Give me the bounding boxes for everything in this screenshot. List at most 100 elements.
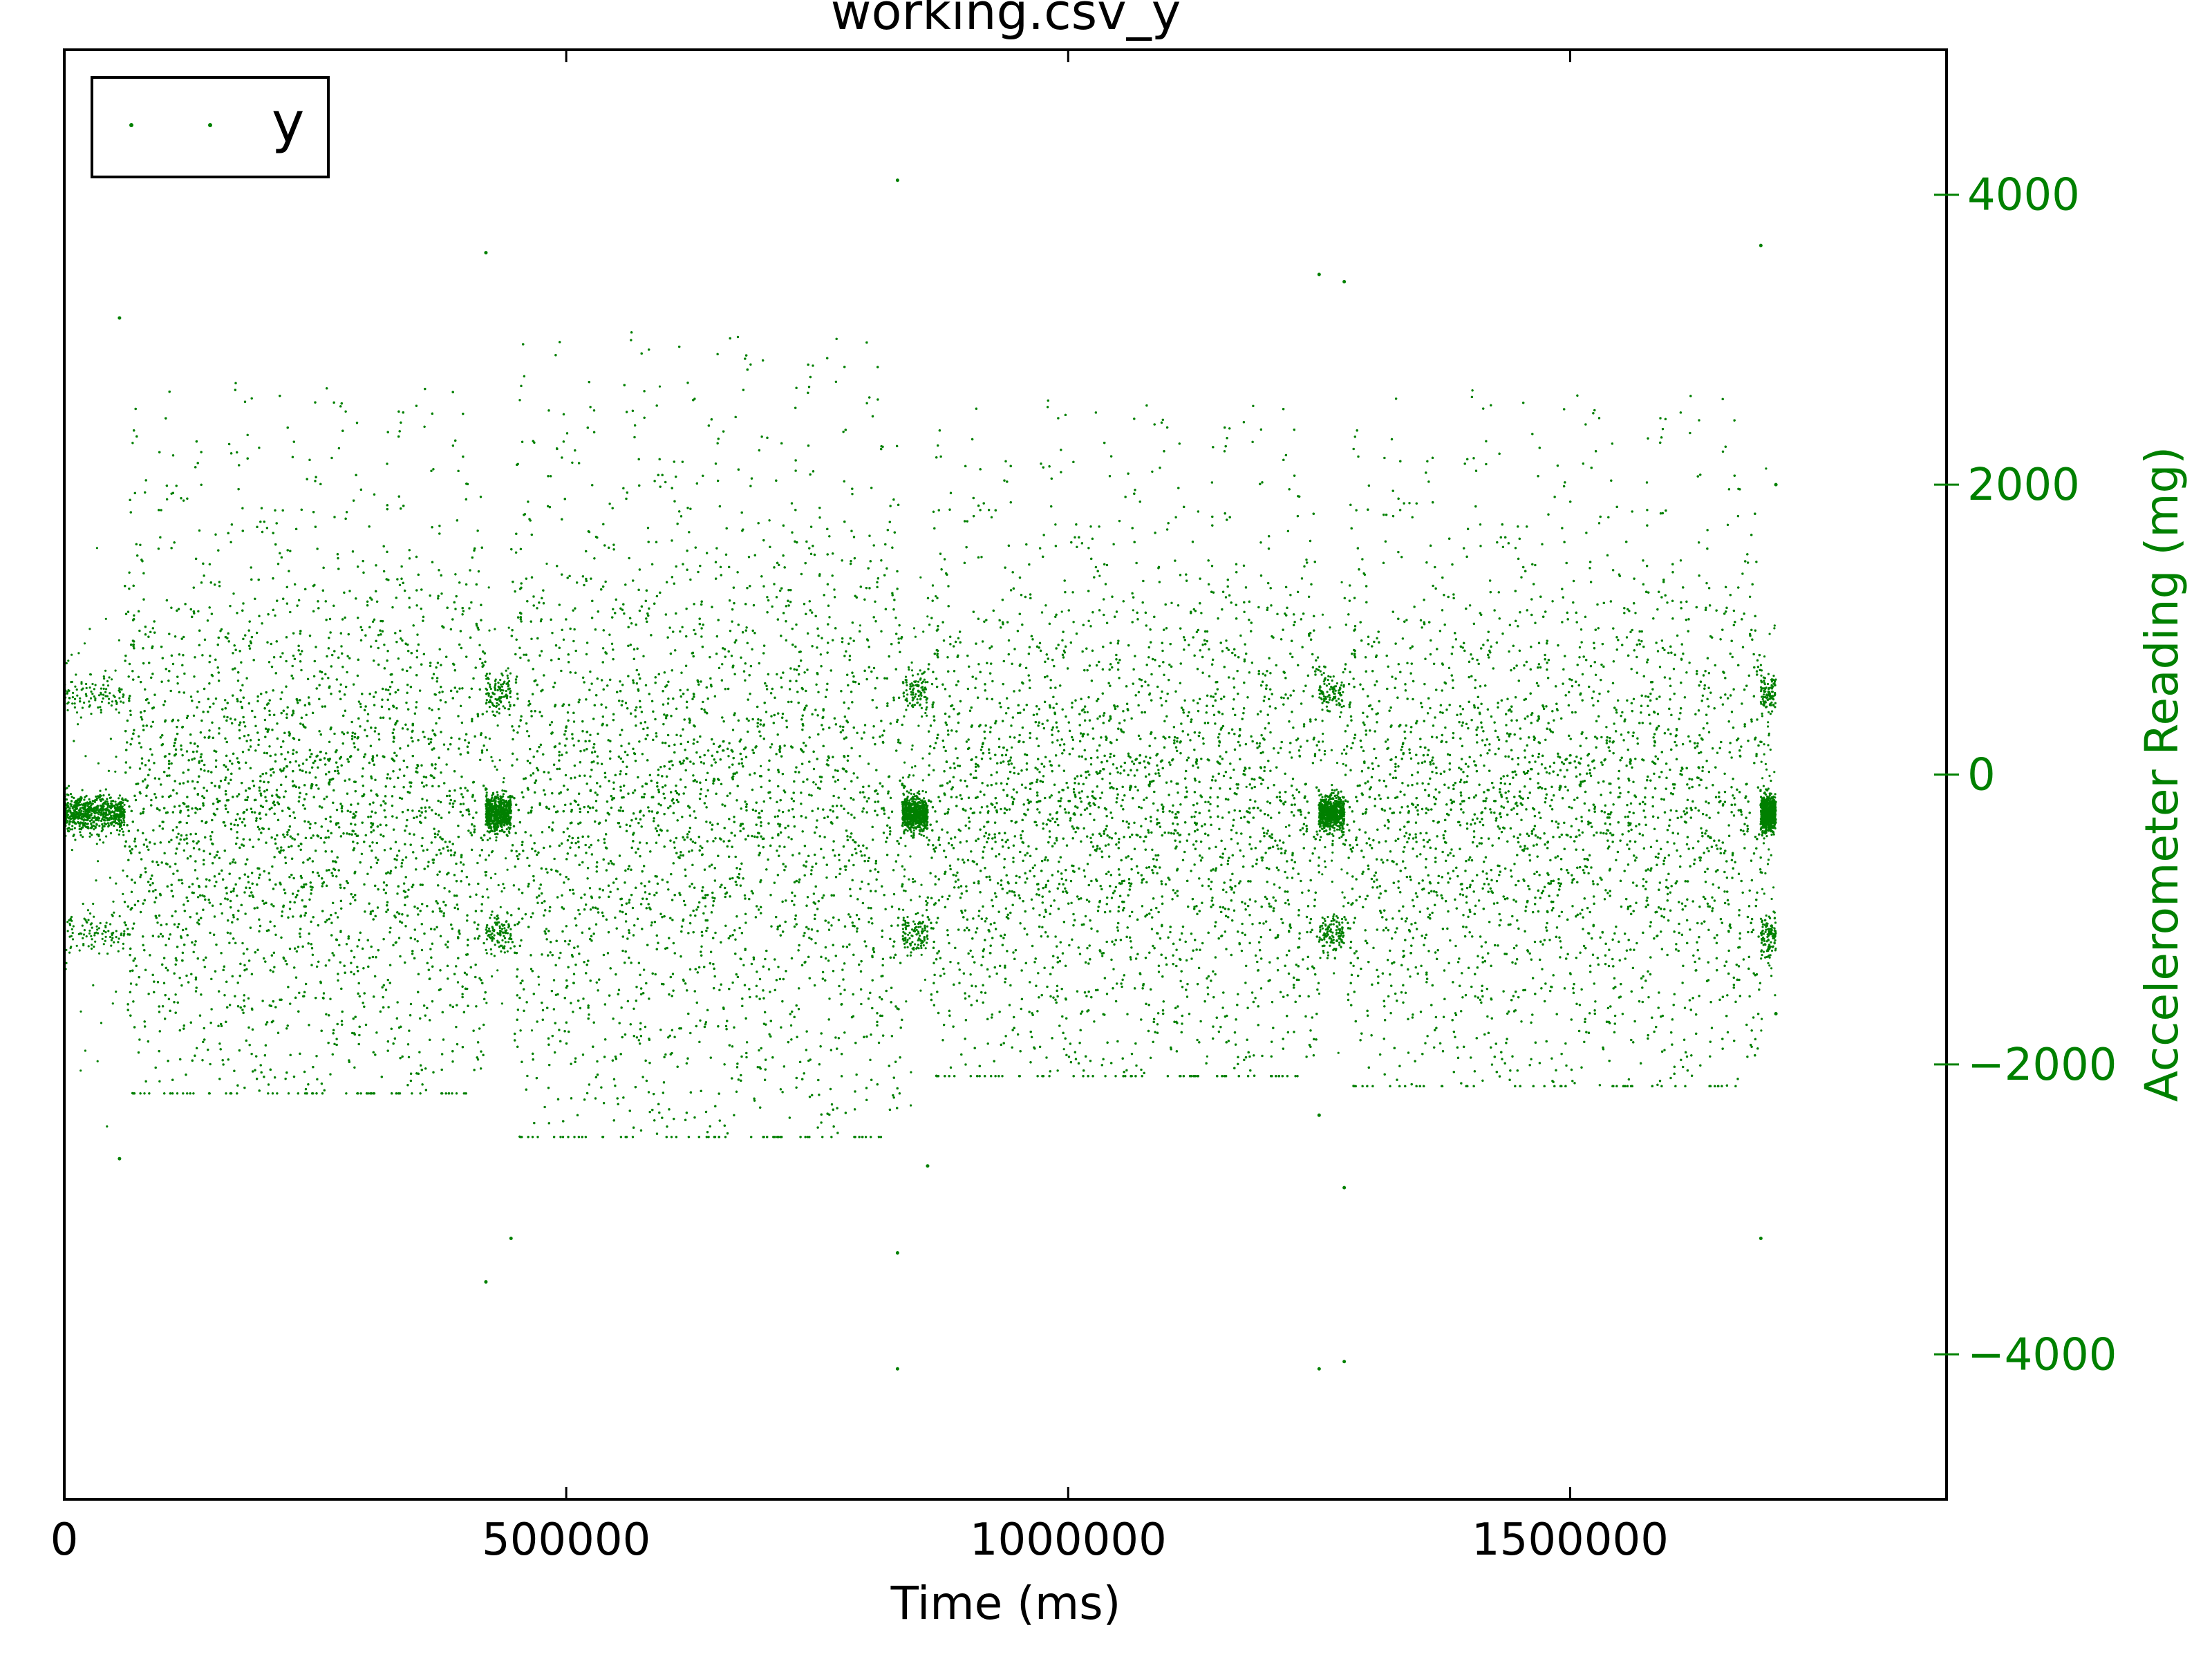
- data-point: [94, 941, 96, 943]
- data-point: [76, 711, 78, 713]
- data-point: [107, 930, 109, 932]
- data-point: [82, 836, 84, 838]
- data-point: [74, 686, 76, 688]
- data-point: [79, 814, 82, 816]
- data-point: [98, 817, 100, 819]
- data-point: [71, 828, 73, 830]
- data-point: [122, 815, 124, 817]
- data-point: [84, 822, 86, 824]
- data-point: [107, 684, 109, 686]
- data-point: [119, 794, 121, 796]
- data-point: [103, 943, 105, 945]
- data-point: [96, 928, 98, 930]
- data-point: [74, 838, 76, 841]
- data-point: [108, 770, 110, 772]
- data-point: [120, 932, 122, 935]
- data-point: [101, 818, 103, 820]
- data-point: [98, 694, 100, 696]
- data-point: [92, 803, 94, 805]
- data-point: [111, 817, 113, 819]
- data-point: [119, 830, 121, 832]
- data-point: [72, 820, 74, 822]
- data-point: [106, 680, 109, 682]
- data-point: [122, 943, 124, 945]
- data-point: [105, 618, 107, 620]
- data-point: [72, 692, 74, 694]
- data-point: [119, 915, 121, 917]
- data-point: [96, 824, 98, 826]
- data-point: [77, 723, 79, 725]
- data-point: [91, 922, 93, 924]
- data-point: [110, 815, 112, 817]
- data-point: [122, 813, 124, 815]
- data-point: [86, 687, 88, 689]
- data-point: [115, 670, 117, 672]
- data-point: [79, 822, 82, 824]
- data-point: [102, 794, 104, 796]
- data-point: [97, 813, 100, 815]
- data-point: [104, 691, 106, 693]
- data-point: [109, 923, 111, 925]
- data-point: [75, 811, 77, 813]
- data-point: [85, 826, 87, 828]
- data-point: [114, 820, 116, 822]
- data-point: [82, 937, 84, 939]
- data-point: [95, 684, 97, 686]
- data-point: [120, 688, 122, 691]
- data-point: [82, 944, 84, 946]
- data-point: [120, 804, 122, 806]
- data-point: [70, 947, 72, 949]
- data-point: [81, 818, 83, 821]
- data-point: [66, 691, 68, 693]
- data-point: [104, 931, 106, 933]
- data-point: [111, 939, 113, 941]
- data-point: [75, 801, 77, 803]
- data-point: [71, 804, 73, 806]
- data-point: [95, 817, 97, 819]
- data-point: [122, 702, 124, 704]
- data-point: [88, 945, 90, 947]
- data-point: [113, 941, 115, 944]
- data-point: [118, 834, 120, 836]
- data-point: [74, 702, 76, 704]
- data-point: [102, 684, 104, 686]
- data-point: [110, 945, 112, 947]
- data-point: [80, 681, 82, 683]
- data-point: [92, 821, 94, 823]
- data-point: [118, 639, 120, 641]
- data-point: [95, 827, 97, 829]
- data-point: [103, 930, 105, 932]
- data-point: [109, 813, 111, 815]
- data-point: [74, 818, 76, 820]
- data-point: [104, 816, 106, 818]
- data-point: [83, 804, 85, 806]
- data-point: [82, 823, 84, 825]
- data-point: [100, 922, 102, 924]
- data-point: [86, 813, 88, 815]
- data-point: [118, 803, 120, 805]
- data-point: [108, 824, 110, 826]
- data-point: [68, 785, 70, 787]
- data-point: [72, 932, 74, 934]
- data-point: [82, 925, 84, 927]
- data-point: [68, 952, 71, 954]
- data-point: [71, 935, 73, 937]
- data-point: [91, 807, 93, 809]
- data-point: [93, 934, 95, 936]
- data-point: [104, 926, 106, 928]
- data-point: [95, 819, 97, 821]
- data-point: [89, 686, 91, 688]
- data-point: [88, 816, 91, 818]
- data-point: [122, 694, 124, 696]
- data-point: [111, 704, 113, 706]
- data-point: [71, 825, 73, 827]
- data-point: [109, 692, 111, 694]
- data-point: [100, 1022, 102, 1024]
- data-point: [66, 798, 68, 800]
- data-point: [96, 812, 98, 814]
- data-point: [88, 706, 91, 708]
- data-point: [122, 834, 124, 836]
- data-point: [68, 690, 70, 692]
- data-point: [97, 795, 99, 797]
- data-point: [114, 809, 116, 812]
